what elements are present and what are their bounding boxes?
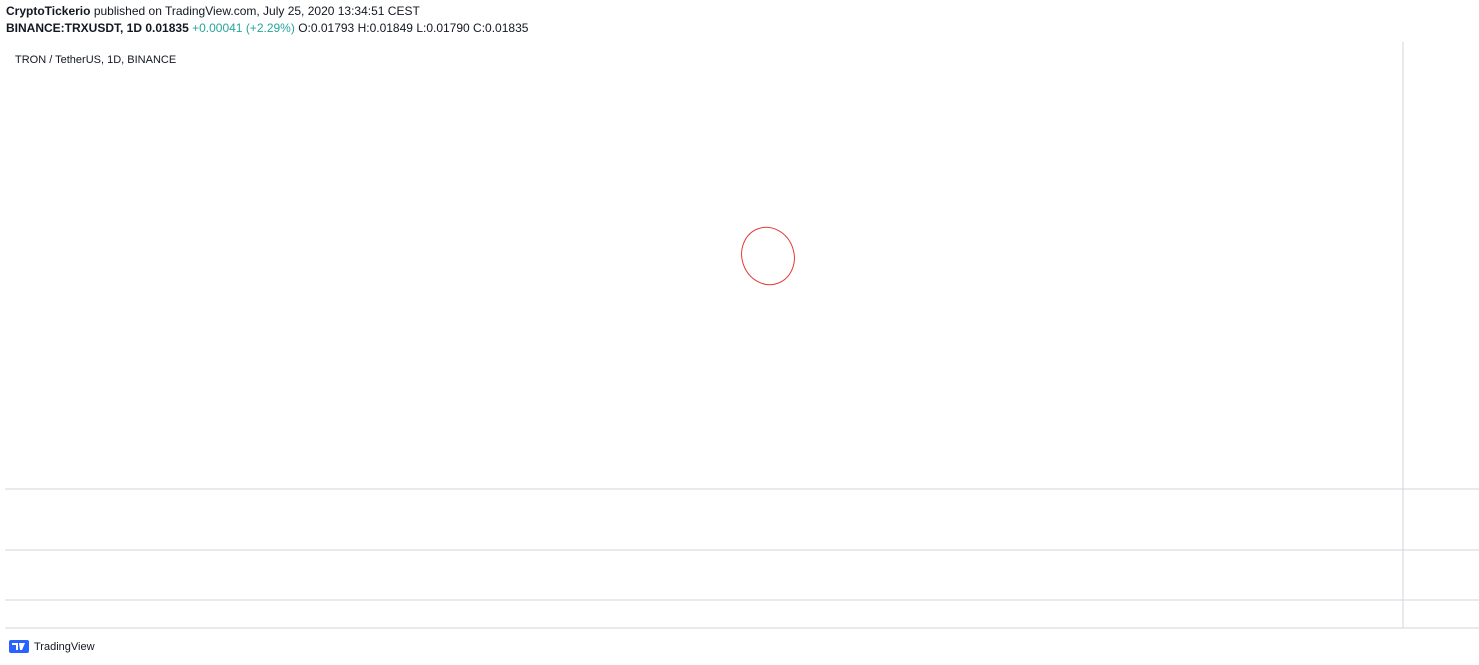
published: published on TradingView.com, July 25, 2… [94, 4, 421, 18]
symbol-line: BINANCE:TRXUSDT, 1D 0.01835 +0.00041 (+2… [6, 21, 529, 35]
ohlc-close: C:0.01835 [473, 21, 529, 35]
header-line: CryptoTickerio published on TradingView.… [6, 4, 420, 18]
ohlc-open: O:0.01793 [298, 21, 354, 35]
price: 0.01835 [145, 21, 189, 35]
footer-brand: TradingView [34, 641, 95, 653]
ohlc-low: L:0.01790 [416, 21, 470, 35]
annotation-circle [741, 226, 795, 286]
legend-bg [10, 51, 200, 69]
symbol: BINANCE:TRXUSDT, 1D [6, 21, 142, 35]
author: CryptoTickerio [6, 4, 90, 18]
logo [9, 640, 29, 653]
ohlc-high: H:0.01849 [358, 21, 414, 35]
chart-title: TRON / TetherUS, 1D, BINANCE [15, 54, 176, 66]
change: +0.00041 (+2.29%) [192, 21, 295, 35]
